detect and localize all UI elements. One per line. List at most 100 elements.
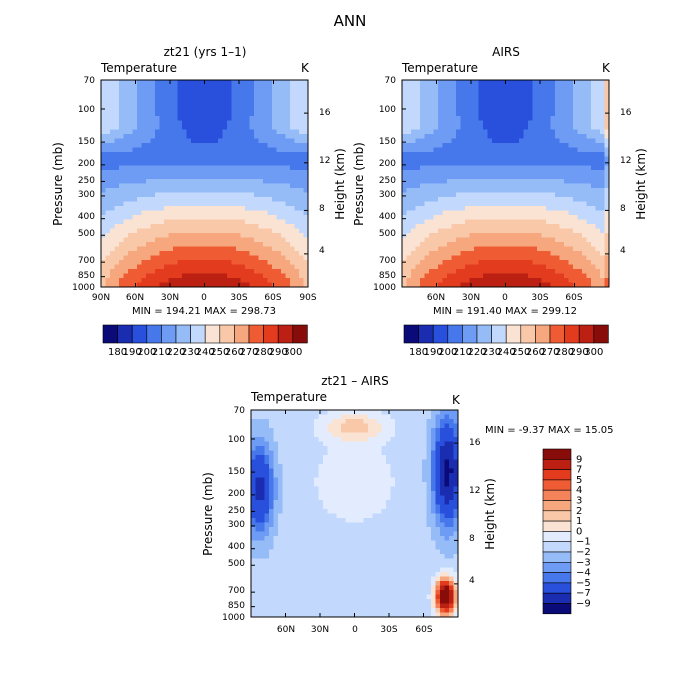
field-cell [496,219,502,225]
field-cell [141,197,147,202]
field-cell [505,228,511,234]
field-cell [323,423,328,429]
field-cell [420,143,425,148]
field-cell [429,219,434,225]
field-cell [173,129,178,135]
field-cell [505,152,511,157]
field-cell [309,459,315,465]
field-cell [240,138,246,144]
field-cell [272,183,277,189]
field-cell [444,419,450,424]
field-cell [415,228,421,234]
field-cell [564,107,569,112]
field-cell [141,80,147,85]
field-cell [204,201,210,207]
field-cell [568,129,574,135]
field-cell [402,98,407,103]
field-cell [411,264,416,270]
field-cell [254,246,259,252]
field-cell [186,201,192,207]
field-cell [182,246,187,252]
field-cell [267,228,273,234]
field-cell [411,102,416,108]
field-cell [236,116,241,121]
field-cell [204,237,210,243]
field-cell [546,278,551,283]
field-cell [429,80,434,85]
field-cell [272,224,277,229]
field-cell [363,432,369,438]
field-cell [424,174,430,180]
field-cell [123,161,129,166]
field-cell [501,210,506,216]
field-cell [137,156,142,162]
field-cell [586,210,592,216]
field-cell [290,197,295,202]
field-cell [141,102,147,108]
field-cell [519,201,524,207]
field-cell [245,161,250,166]
field-cell [114,152,120,157]
field-cell [218,255,223,261]
field-cell [276,269,282,274]
field-cell [105,251,111,256]
field-cell [182,120,187,126]
field-cell [195,273,201,279]
field-cell [447,174,452,180]
field-cell [200,188,205,193]
field-cell [469,219,475,225]
field-cell [478,264,484,270]
field-cell [240,246,246,252]
field-cell [586,251,592,256]
field-cell [354,446,360,451]
field-cell [492,107,497,112]
field-cell [550,215,556,220]
field-cell [505,201,511,207]
field-cell [209,215,214,220]
field-cell [550,210,556,216]
field-cell [213,134,219,139]
model-xtick-label: 30N [161,293,179,303]
field-cell [128,282,133,288]
field-cell [191,89,196,94]
field-cell [101,188,106,193]
colorbar-label: 180 [108,347,127,358]
field-cell [105,188,111,193]
field-cell [501,165,506,171]
field-cell [245,120,250,126]
obs-height-tick-label: 12 [620,156,631,166]
field-cell [528,89,533,94]
field-cell [291,432,297,438]
field-cell [449,441,454,447]
field-cell [442,129,448,135]
field-cell [276,134,282,139]
field-cell [413,459,418,465]
field-cell [267,125,273,130]
field-cell [299,183,304,189]
field-cell [132,197,138,202]
field-cell [299,273,304,279]
field-cell [586,143,592,148]
obs-ytick-label: 200 [379,159,396,169]
field-cell [137,233,142,238]
field-cell [110,183,115,189]
field-cell [456,264,461,270]
field-cell [173,282,178,288]
field-cell [417,459,423,465]
field-cell [496,111,502,117]
field-cell [559,224,565,229]
field-cell [150,260,156,265]
field-cell [429,138,434,144]
field-cell [294,210,300,216]
field-cell [368,441,373,447]
field-cell [287,441,292,447]
field-cell [150,161,156,166]
field-cell [372,428,378,433]
field-cell [420,237,425,243]
field-cell [218,215,223,220]
field-cell [429,264,434,270]
field-cell [114,93,120,99]
field-cell [559,134,565,139]
field-cell [424,84,430,90]
field-cell [155,273,160,279]
